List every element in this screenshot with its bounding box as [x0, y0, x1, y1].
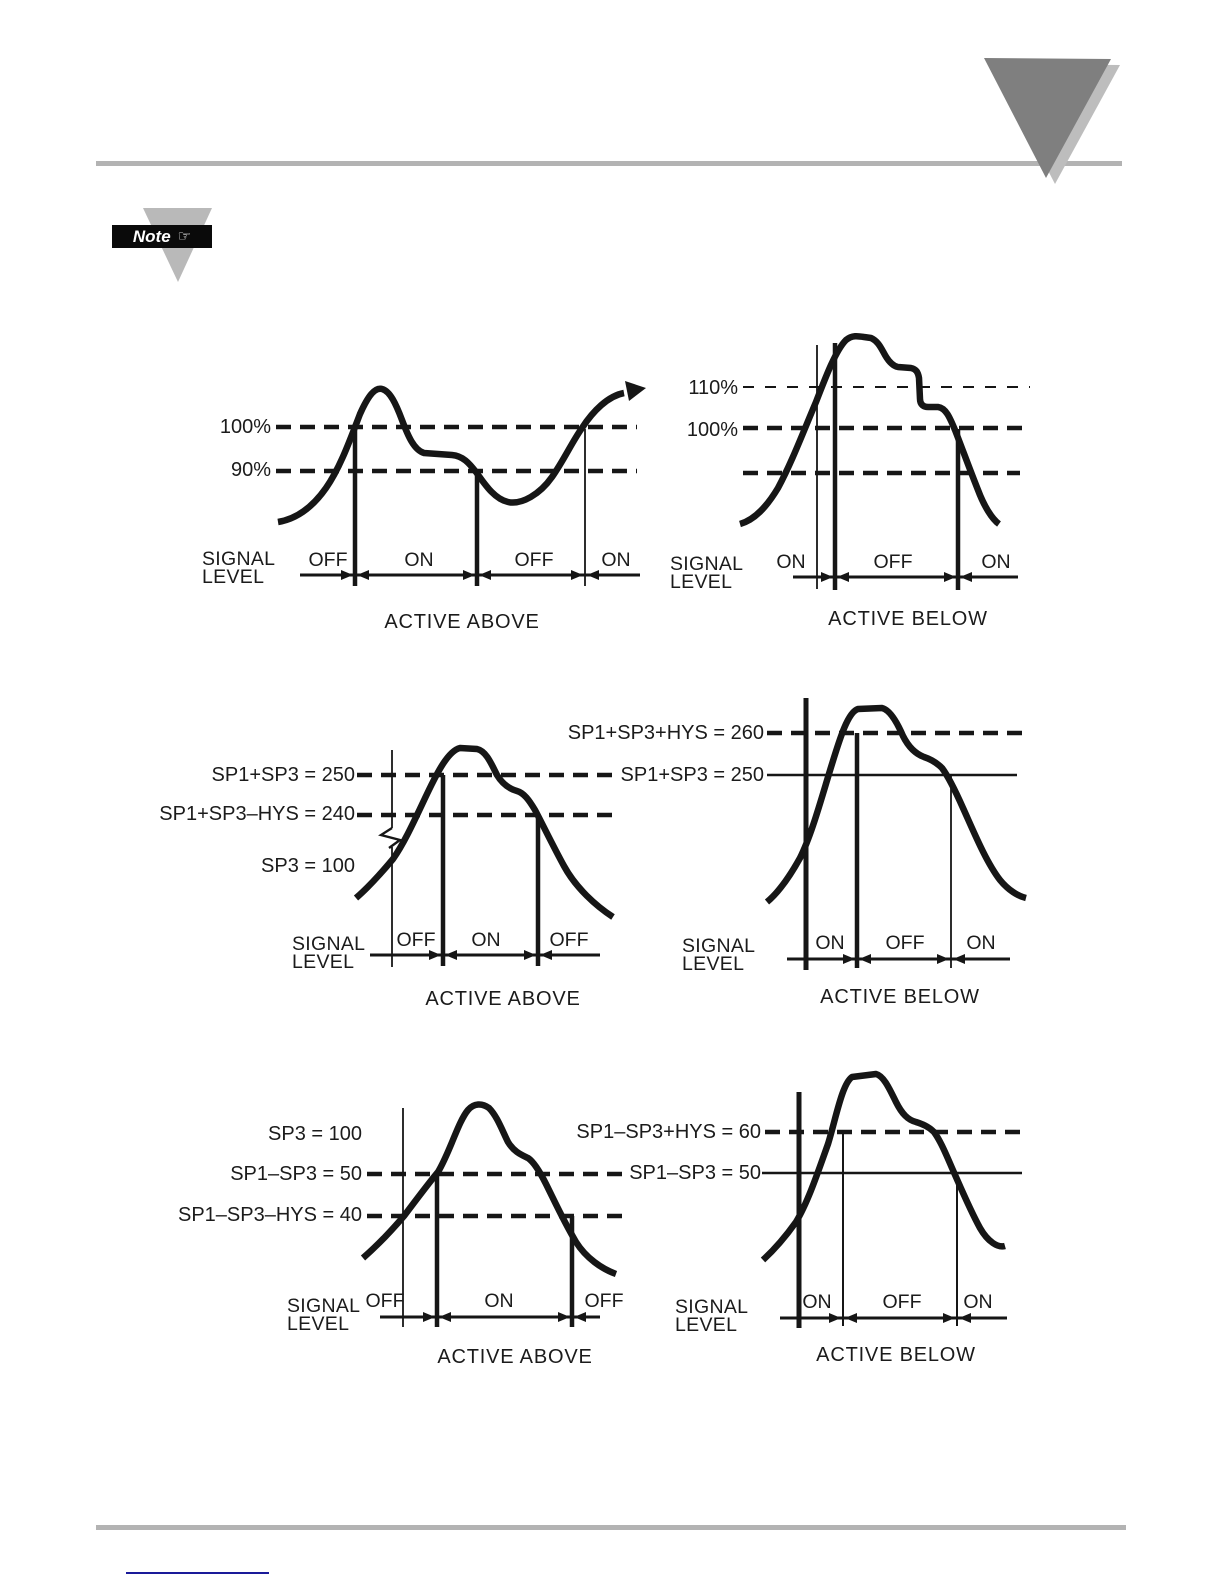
- d3-signal-curve: [353, 744, 615, 920]
- state-label: OFF: [308, 549, 348, 571]
- state-label: ON: [404, 549, 434, 571]
- diagram-2-graphics: [738, 332, 1030, 590]
- top-rule: [96, 161, 1122, 166]
- pointing-hand-icon: ☞: [177, 228, 192, 245]
- d1-signal-curve: [277, 385, 625, 526]
- bottom-rule: [96, 1525, 1126, 1530]
- state-label: ON: [601, 549, 631, 571]
- diagram-4-graphics: [764, 698, 1027, 970]
- note-badge: Note ☞: [112, 225, 212, 248]
- threshold-label: SP3 = 100: [268, 1123, 362, 1145]
- threshold-label: 100%: [686, 419, 738, 441]
- threshold-label: SP1+SP3–HYS = 240: [159, 803, 355, 825]
- d1-junction-arrows: [341, 570, 599, 580]
- threshold-label: SP1+SP3 = 250: [211, 764, 355, 786]
- state-label: OFF: [549, 929, 589, 951]
- diagram-caption: ACTIVE ABOVE: [384, 611, 540, 633]
- signal-level-label: SIGNAL LEVEL: [202, 548, 276, 588]
- state-label: OFF: [584, 1290, 624, 1312]
- state-label: OFF: [365, 1290, 405, 1312]
- d5-signal-curve: [360, 1101, 618, 1278]
- threshold-label: SP1+SP3+HYS = 260: [567, 722, 764, 744]
- threshold-label: SP3 = 100: [261, 855, 355, 877]
- state-label: OFF: [514, 549, 554, 571]
- state-label: ON: [484, 1290, 514, 1312]
- threshold-label: SP1–SP3 = 50: [629, 1162, 761, 1184]
- d4-junction-arrows: [843, 954, 965, 964]
- state-label: ON: [981, 551, 1011, 573]
- signal-level-label: SIGNAL LEVEL: [292, 933, 366, 973]
- diagram-caption: ACTIVE BELOW: [828, 608, 988, 630]
- diagram-5-graphics: [360, 1101, 627, 1327]
- signal-level-label: SIGNAL LEVEL: [675, 1296, 749, 1336]
- d2-signal-curve: [738, 332, 1002, 528]
- d6-signal-curve: [760, 1070, 1006, 1263]
- d3-junction-arrows: [429, 950, 552, 960]
- threshold-label: SP1–SP3–HYS = 40: [177, 1204, 362, 1226]
- diagram-6-graphics: [760, 1070, 1023, 1328]
- state-label: ON: [966, 932, 996, 954]
- threshold-label: 100%: [219, 416, 271, 438]
- diagram-caption: ACTIVE ABOVE: [425, 988, 581, 1010]
- corner-triangle-icon: [984, 58, 1111, 178]
- diagram-caption: ACTIVE ABOVE: [437, 1346, 593, 1368]
- diagram-3-graphics: [353, 744, 615, 967]
- threshold-label: 90%: [230, 459, 271, 481]
- threshold-label: SP1+SP3 = 250: [620, 764, 764, 786]
- d1-curve-arrowhead: [625, 381, 646, 401]
- d4-signal-curve: [764, 704, 1027, 905]
- threshold-label: SP1–SP3+HYS = 60: [576, 1121, 761, 1143]
- threshold-label: 110%: [688, 377, 738, 399]
- signal-level-label: SIGNAL LEVEL: [682, 935, 756, 975]
- d3-axis-break-icon: [378, 826, 403, 849]
- note-label: Note: [132, 227, 171, 246]
- state-label: OFF: [885, 932, 925, 954]
- state-label: ON: [815, 932, 845, 954]
- diagram-caption: ACTIVE BELOW: [816, 1344, 976, 1366]
- state-label: OFF: [882, 1291, 922, 1313]
- state-label: ON: [963, 1291, 993, 1313]
- signal-level-label: SIGNAL LEVEL: [287, 1295, 361, 1335]
- footer-link-underline[interactable]: [126, 1572, 269, 1574]
- diagram-1-graphics: [276, 381, 646, 586]
- state-label: ON: [776, 551, 806, 573]
- state-label: ON: [471, 929, 501, 951]
- diagram-caption: ACTIVE BELOW: [820, 986, 980, 1008]
- state-label: OFF: [396, 929, 436, 951]
- signal-level-label: SIGNAL LEVEL: [670, 553, 744, 593]
- threshold-label: SP1–SP3 = 50: [230, 1163, 362, 1185]
- state-label: ON: [802, 1291, 832, 1313]
- state-label: OFF: [873, 551, 913, 573]
